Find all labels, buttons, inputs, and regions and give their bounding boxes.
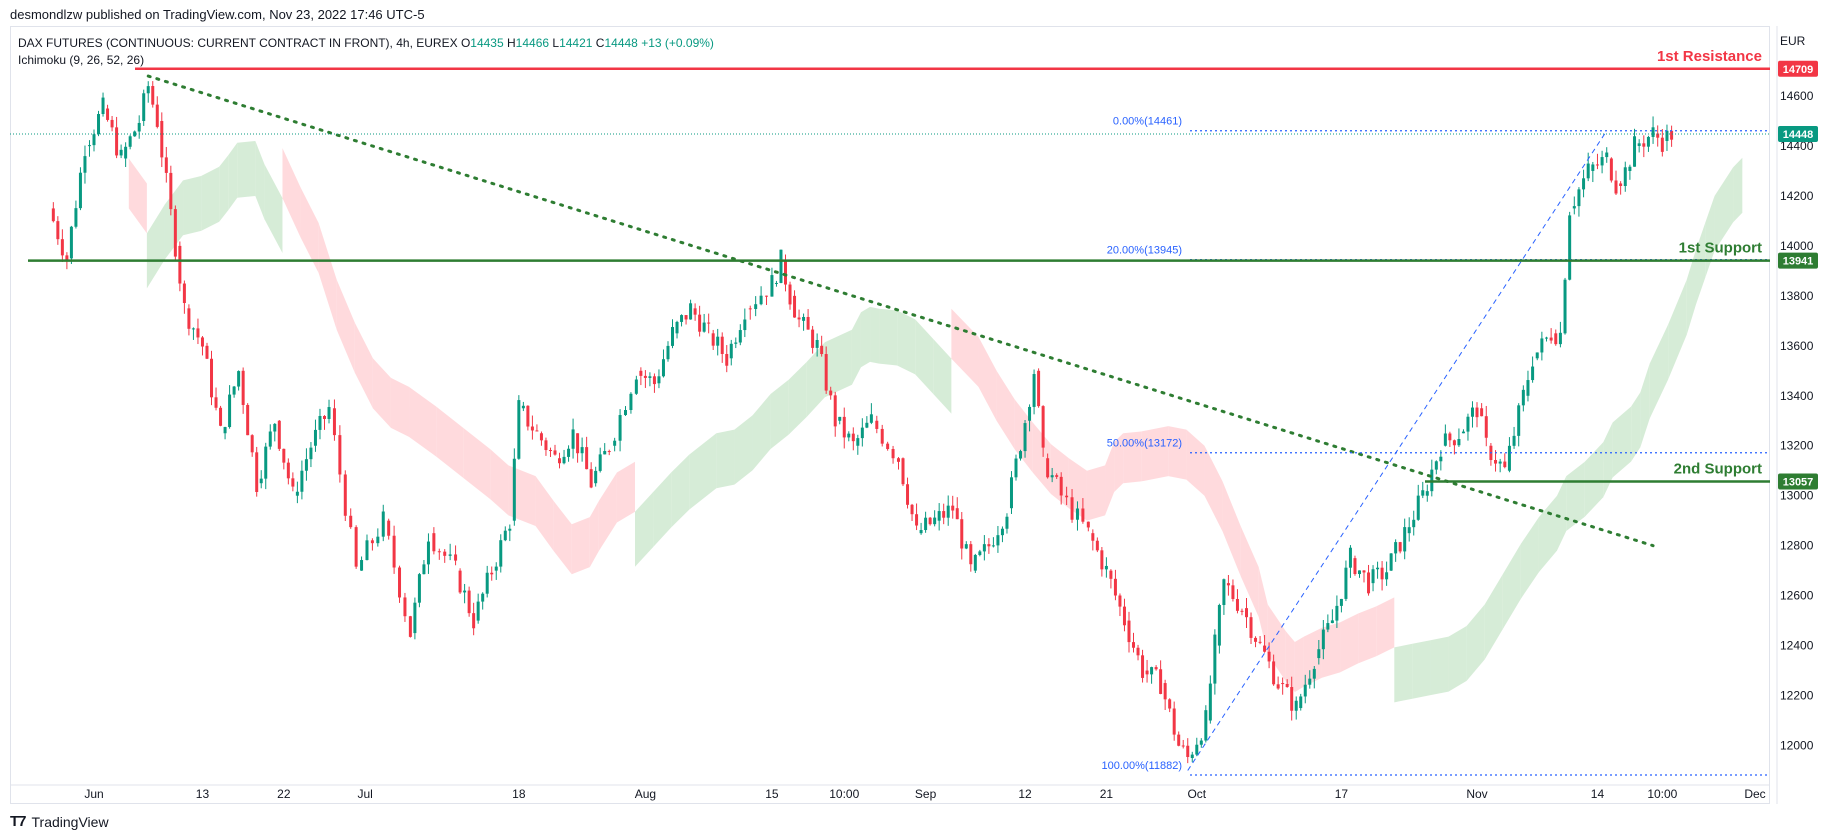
y-tick-label: 13600	[1780, 339, 1814, 353]
footer-brand[interactable]: T7 TradingView	[10, 813, 109, 830]
brand-label: TradingView	[31, 813, 109, 830]
last-price-tag-bg	[1778, 125, 1818, 142]
y-tick-label: 14000	[1780, 239, 1814, 253]
ohlc-change: +13 (+0.09%)	[641, 36, 714, 50]
y-tick-label: 12200	[1780, 689, 1814, 703]
symbol-row: DAX FUTURES (CONTINUOUS: CURRENT CONTRAC…	[18, 35, 714, 52]
y-tick-label: 13400	[1780, 389, 1814, 403]
symbol-name: DAX FUTURES (CONTINUOUS: CURRENT CONTRAC…	[18, 36, 458, 50]
publisher-note: desmondlzw published on TradingView.com,…	[10, 7, 425, 22]
ohlc-close: C14448	[595, 36, 638, 50]
y-tick-label: 13800	[1780, 289, 1814, 303]
price-tag-label: 13941	[1783, 256, 1814, 268]
indicator-label: Ichimoku (9, 26, 52, 26)	[18, 53, 145, 67]
y-tick-label: 12400	[1780, 639, 1814, 653]
last-price-tag-label: 14448	[1783, 129, 1814, 141]
tradingview-logo-icon: T7	[10, 813, 26, 830]
price-tag-bg	[1778, 60, 1818, 77]
ohlc-low: L14421	[552, 36, 593, 50]
price-tag-label: 14709	[1783, 64, 1814, 76]
y-tick-label: 12600	[1780, 589, 1814, 603]
y-tick-label: 12800	[1780, 539, 1814, 553]
y-tick-label: 13200	[1780, 439, 1814, 453]
y-tick-label: 14400	[1780, 139, 1814, 153]
price-tag-bg	[1778, 252, 1818, 269]
y-tick-label: 14600	[1780, 89, 1814, 103]
y-tick-label: 13000	[1780, 489, 1814, 503]
currency-label: EUR	[1780, 34, 1806, 48]
ohlc-high: H14466	[507, 36, 550, 50]
ohlc-open: O14435	[460, 36, 504, 50]
price-tag-label: 13057	[1783, 476, 1814, 488]
price-tag-bg	[1778, 473, 1818, 490]
chart-legend: DAX FUTURES (CONTINUOUS: CURRENT CONTRAC…	[18, 35, 714, 69]
y-tick-label: 12000	[1780, 739, 1814, 753]
chart-frame	[10, 26, 1770, 804]
y-tick-label: 14200	[1780, 189, 1814, 203]
